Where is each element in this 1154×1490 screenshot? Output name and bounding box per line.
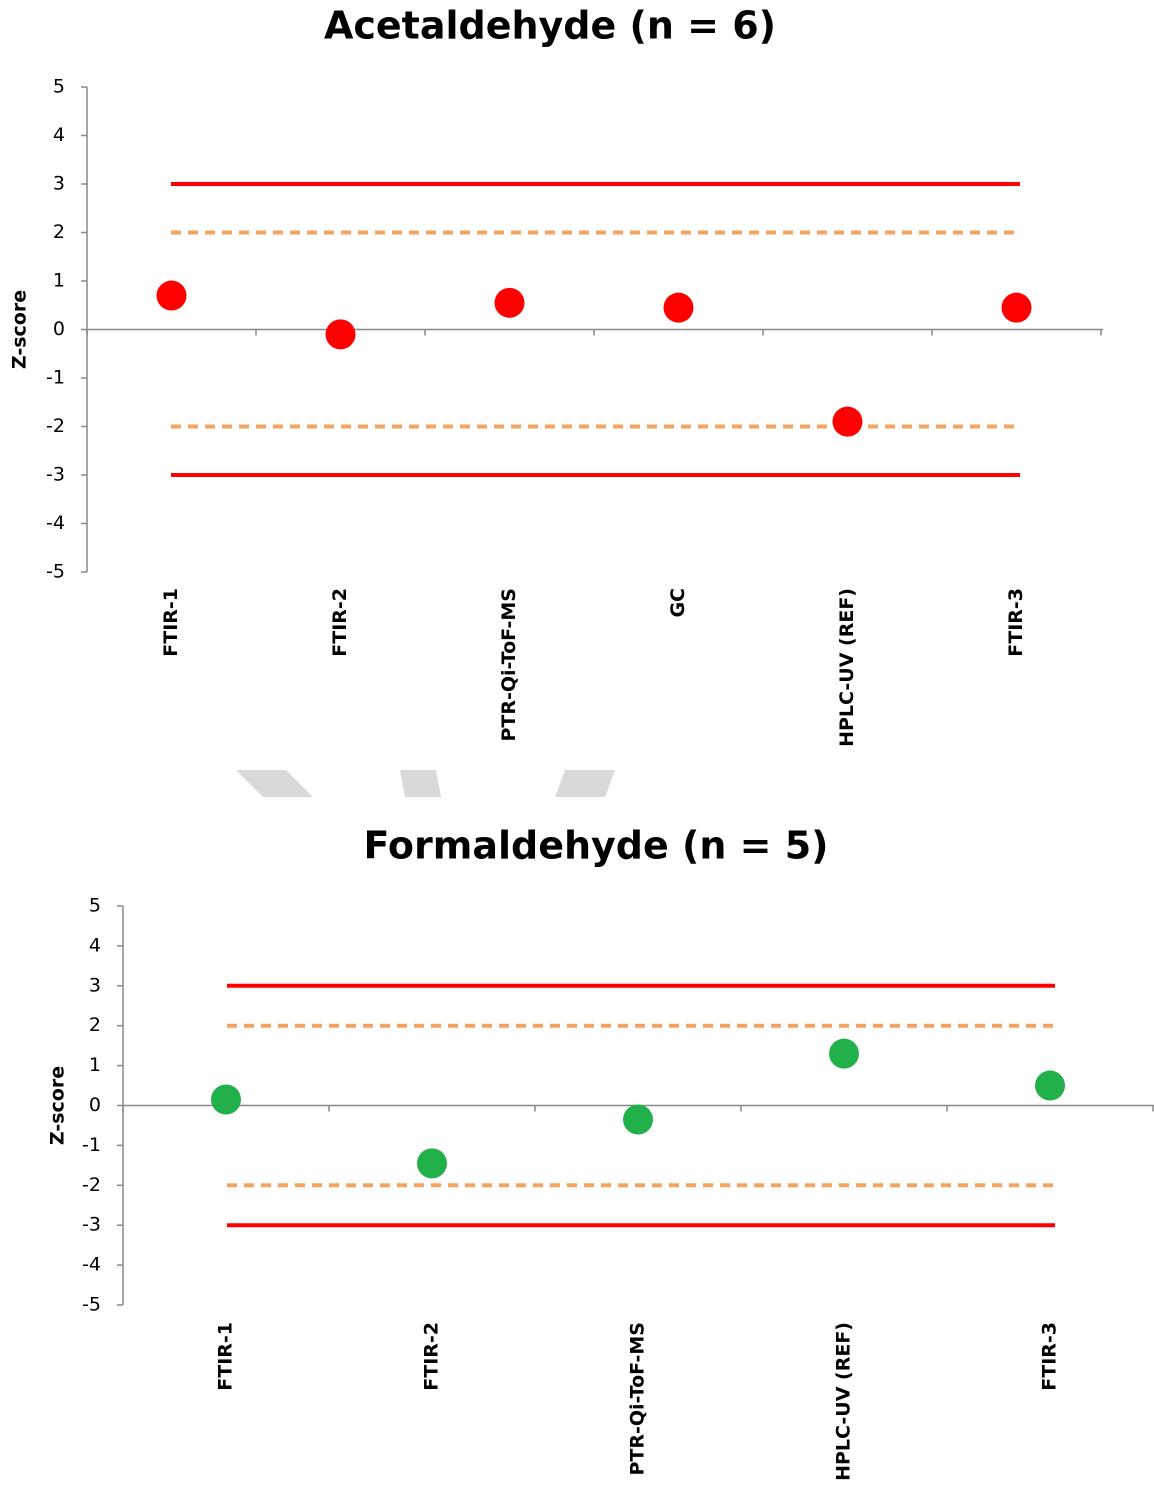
data-point	[156, 280, 187, 311]
y-tick-label: 4	[53, 124, 65, 146]
y-tick-label: 5	[53, 76, 65, 98]
data-point	[211, 1084, 241, 1115]
y-tick-label: 4	[89, 934, 101, 956]
data-point	[829, 1038, 859, 1069]
x-tick-label: HPLC-UV (REF)	[836, 588, 858, 747]
data-point	[832, 406, 863, 437]
y-tick-label: -2	[46, 415, 65, 437]
y-tick-label: -3	[46, 464, 65, 486]
y-tick-label: 5	[89, 895, 101, 917]
data-point	[623, 1104, 653, 1135]
x-tick-label: GC	[667, 588, 689, 618]
y-tick-label: 0	[89, 1094, 101, 1116]
y-tick-label: -5	[82, 1294, 101, 1316]
x-tick-label: FTIR-1	[160, 588, 182, 657]
chart-title: Acetaldehyde (n = 6)	[324, 4, 776, 48]
y-tick-label: -1	[82, 1134, 101, 1156]
y-tick-label: -3	[82, 1214, 101, 1236]
data-point	[1001, 292, 1032, 323]
watermark	[236, 770, 615, 797]
x-tick-label: FTIR-2	[421, 1322, 443, 1391]
x-tick-label: FTIR-3	[1005, 588, 1027, 657]
y-tick-label: 2	[89, 1014, 101, 1036]
y-tick-label: 3	[89, 974, 101, 996]
y-axis-label: Z-score	[47, 1066, 69, 1145]
y-tick-label: 1	[53, 270, 65, 292]
x-tick-label: PTR-Qi-ToF-MS	[627, 1322, 649, 1476]
y-axis-label: Z-score	[9, 290, 31, 369]
data-point	[663, 292, 694, 323]
data-point	[417, 1148, 447, 1179]
data-point	[1035, 1070, 1065, 1101]
y-tick-label: -2	[82, 1174, 101, 1196]
y-tick-label: 0	[53, 318, 65, 340]
x-tick-label: FTIR-2	[329, 588, 351, 657]
y-tick-label: -4	[82, 1254, 101, 1276]
x-tick-label: FTIR-1	[215, 1322, 237, 1391]
chart-title: Formaldehyde (n = 5)	[363, 824, 828, 868]
y-tick-label: 3	[53, 173, 65, 195]
data-point	[325, 319, 356, 350]
x-tick-label: FTIR-3	[1039, 1322, 1061, 1391]
y-tick-label: -4	[46, 512, 65, 534]
y-tick-label: -5	[46, 561, 65, 583]
y-tick-label: -1	[46, 367, 65, 389]
y-tick-label: 1	[89, 1054, 101, 1076]
y-tick-label: 2	[53, 221, 65, 243]
x-tick-label: PTR-Qi-ToF-MS	[498, 588, 520, 742]
x-tick-label: HPLC-UV (REF)	[833, 1322, 855, 1481]
data-point	[494, 287, 525, 318]
